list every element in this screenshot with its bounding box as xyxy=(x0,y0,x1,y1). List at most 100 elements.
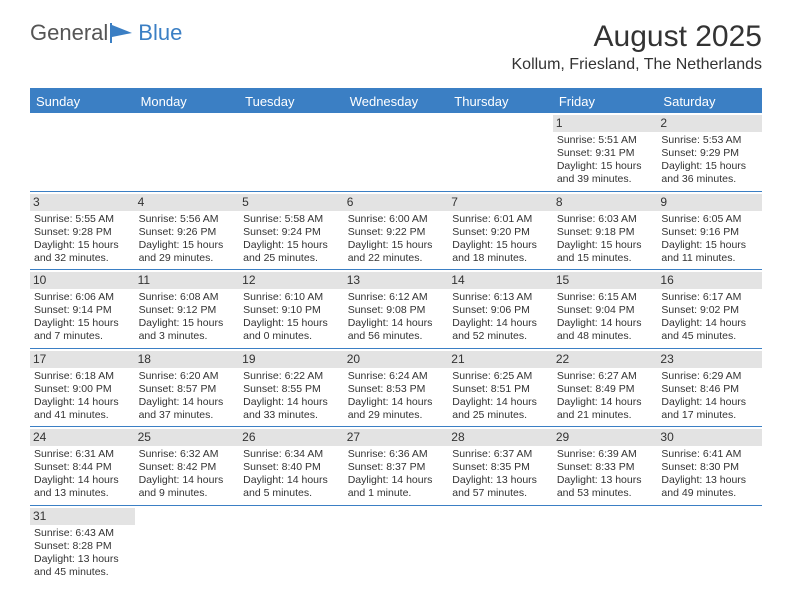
sunset-text: Sunset: 8:46 PM xyxy=(661,383,758,396)
sunrise-text: Sunrise: 6:25 AM xyxy=(452,370,549,383)
day-number: 18 xyxy=(135,351,240,368)
daylight-text: Daylight: 14 hours xyxy=(661,396,758,409)
daylight-text: Daylight: 14 hours xyxy=(243,474,340,487)
daylight-text: and 9 minutes. xyxy=(139,487,236,500)
sunrise-text: Sunrise: 6:06 AM xyxy=(34,291,131,304)
daylight-text: and 17 minutes. xyxy=(661,409,758,422)
day-number: 13 xyxy=(344,272,449,289)
daylight-text: Daylight: 15 hours xyxy=(557,160,654,173)
calendar-cell xyxy=(239,113,344,191)
day-number: 7 xyxy=(448,194,553,211)
daylight-text: and 52 minutes. xyxy=(452,330,549,343)
sunrise-text: Sunrise: 5:53 AM xyxy=(661,134,758,147)
sunrise-text: Sunrise: 6:03 AM xyxy=(557,213,654,226)
sunset-text: Sunset: 8:44 PM xyxy=(34,461,131,474)
daylight-text: and 25 minutes. xyxy=(243,252,340,265)
daylight-text: and 0 minutes. xyxy=(243,330,340,343)
sunrise-text: Sunrise: 6:10 AM xyxy=(243,291,340,304)
day-number: 19 xyxy=(239,351,344,368)
sunset-text: Sunset: 8:30 PM xyxy=(661,461,758,474)
daylight-text: and 37 minutes. xyxy=(139,409,236,422)
header: General Blue August 2025 Kollum, Friesla… xyxy=(0,0,792,82)
calendar-cell: 17Sunrise: 6:18 AMSunset: 9:00 PMDayligh… xyxy=(30,349,135,427)
sunset-text: Sunset: 9:12 PM xyxy=(139,304,236,317)
daylight-text: and 7 minutes. xyxy=(34,330,131,343)
calendar-week: 10 Sunrise: 6:06 AMSunset: 9:14 PM Dayligh… xyxy=(30,270,762,349)
daylight-text: and 36 minutes. xyxy=(661,173,758,186)
sunset-text: Sunset: 9:22 PM xyxy=(348,226,445,239)
daylight-text: Daylight: 14 hours xyxy=(243,396,340,409)
daylight-text: and 3 minutes. xyxy=(139,330,236,343)
day-number: 14 xyxy=(448,272,553,289)
daylight-text: Daylight: 15 hours xyxy=(348,239,445,252)
day-number: 12 xyxy=(239,272,344,289)
day-number: 22 xyxy=(553,351,658,368)
calendar-cell xyxy=(448,506,553,584)
location-text: Kollum, Friesland, The Netherlands xyxy=(512,56,763,74)
sunrise-text: Sunrise: 6:41 AM xyxy=(661,448,758,461)
daylight-text: and 29 minutes. xyxy=(348,409,445,422)
calendar-cell xyxy=(135,113,240,191)
daylight-text: Daylight: 14 hours xyxy=(661,317,758,330)
day-number: 17 xyxy=(30,351,135,368)
day-number: 15 xyxy=(553,272,658,289)
day-number: 31 xyxy=(30,508,135,525)
sunset-text: Sunset: 8:42 PM xyxy=(139,461,236,474)
sunset-text: Sunset: 9:14 PM xyxy=(34,304,131,317)
calendar-cell xyxy=(448,113,553,191)
sunset-text: Sunset: 8:53 PM xyxy=(348,383,445,396)
sunrise-text: Sunrise: 6:32 AM xyxy=(139,448,236,461)
sunset-text: Sunset: 8:40 PM xyxy=(243,461,340,474)
daylight-text: Daylight: 14 hours xyxy=(452,317,549,330)
sunrise-text: Sunrise: 6:05 AM xyxy=(661,213,758,226)
calendar-cell: 12 Sunrise: 6:10 AMSunset: 9:10 PMDayligh… xyxy=(239,270,344,348)
daylight-text: Daylight: 14 hours xyxy=(34,396,131,409)
calendar-cell: 23Sunrise: 6:29 AMSunset: 8:46 PMDayligh… xyxy=(657,349,762,427)
day-number: 10 xyxy=(30,272,135,289)
daylight-text: and 1 minute. xyxy=(348,487,445,500)
calendar-week: 31Sunrise: 6:43 AMSunset: 8:28 PMDayligh… xyxy=(30,506,762,584)
calendar-cell: 15Sunrise: 6:15 AMSunset: 9:04 PMDayligh… xyxy=(553,270,658,348)
weeks-container: 1Sunrise: 5:51 AMSunset: 9:31 PMDaylight… xyxy=(30,113,762,583)
daylight-text: and 57 minutes. xyxy=(452,487,549,500)
calendar-cell: 24Sunrise: 6:31 AMSunset: 8:44 PMDayligh… xyxy=(30,427,135,505)
daylight-text: Daylight: 15 hours xyxy=(661,160,758,173)
calendar-cell: 31Sunrise: 6:43 AMSunset: 8:28 PMDayligh… xyxy=(30,506,135,584)
sunset-text: Sunset: 8:49 PM xyxy=(557,383,654,396)
sunset-text: Sunset: 9:10 PM xyxy=(243,304,340,317)
calendar-cell: 16Sunrise: 6:17 AMSunset: 9:02 PMDayligh… xyxy=(657,270,762,348)
sunrise-text: Sunrise: 6:37 AM xyxy=(452,448,549,461)
calendar-cell: 1Sunrise: 5:51 AMSunset: 9:31 PMDaylight… xyxy=(553,113,658,191)
day-number: 24 xyxy=(30,429,135,446)
sunrise-text: Sunrise: 6:24 AM xyxy=(348,370,445,383)
day-header: Wednesday xyxy=(344,90,449,113)
daylight-text: Daylight: 13 hours xyxy=(557,474,654,487)
sunset-text: Sunset: 8:37 PM xyxy=(348,461,445,474)
daylight-text: Daylight: 14 hours xyxy=(139,396,236,409)
calendar-cell xyxy=(135,506,240,584)
sunset-text: Sunset: 9:08 PM xyxy=(348,304,445,317)
sunrise-text: Sunrise: 6:36 AM xyxy=(348,448,445,461)
sunrise-text: Sunrise: 5:55 AM xyxy=(34,213,131,226)
daylight-text: and 49 minutes. xyxy=(661,487,758,500)
calendar-cell: 9Sunrise: 6:05 AMSunset: 9:16 PMDaylight… xyxy=(657,192,762,270)
daylight-text: Daylight: 13 hours xyxy=(34,553,131,566)
calendar-cell: 13Sunrise: 6:12 AMSunset: 9:08 PMDayligh… xyxy=(344,270,449,348)
daylight-text: Daylight: 15 hours xyxy=(557,239,654,252)
sunset-text: Sunset: 8:55 PM xyxy=(243,383,340,396)
day-header: Saturday xyxy=(657,90,762,113)
daylight-text: and 56 minutes. xyxy=(348,330,445,343)
day-number: 5 xyxy=(239,194,344,211)
sunset-text: Sunset: 8:28 PM xyxy=(34,540,131,553)
daylight-text: Daylight: 14 hours xyxy=(348,474,445,487)
calendar-cell: 4Sunrise: 5:56 AMSunset: 9:26 PMDaylight… xyxy=(135,192,240,270)
sunrise-text: Sunrise: 6:08 AM xyxy=(139,291,236,304)
sunset-text: Sunset: 9:29 PM xyxy=(661,147,758,160)
day-header: Sunday xyxy=(30,90,135,113)
day-number: 20 xyxy=(344,351,449,368)
sunset-text: Sunset: 9:18 PM xyxy=(557,226,654,239)
sunrise-text: Sunrise: 6:17 AM xyxy=(661,291,758,304)
day-number: 11 xyxy=(135,272,240,289)
daylight-text: Daylight: 15 hours xyxy=(243,317,340,330)
daylight-text: Daylight: 14 hours xyxy=(348,396,445,409)
